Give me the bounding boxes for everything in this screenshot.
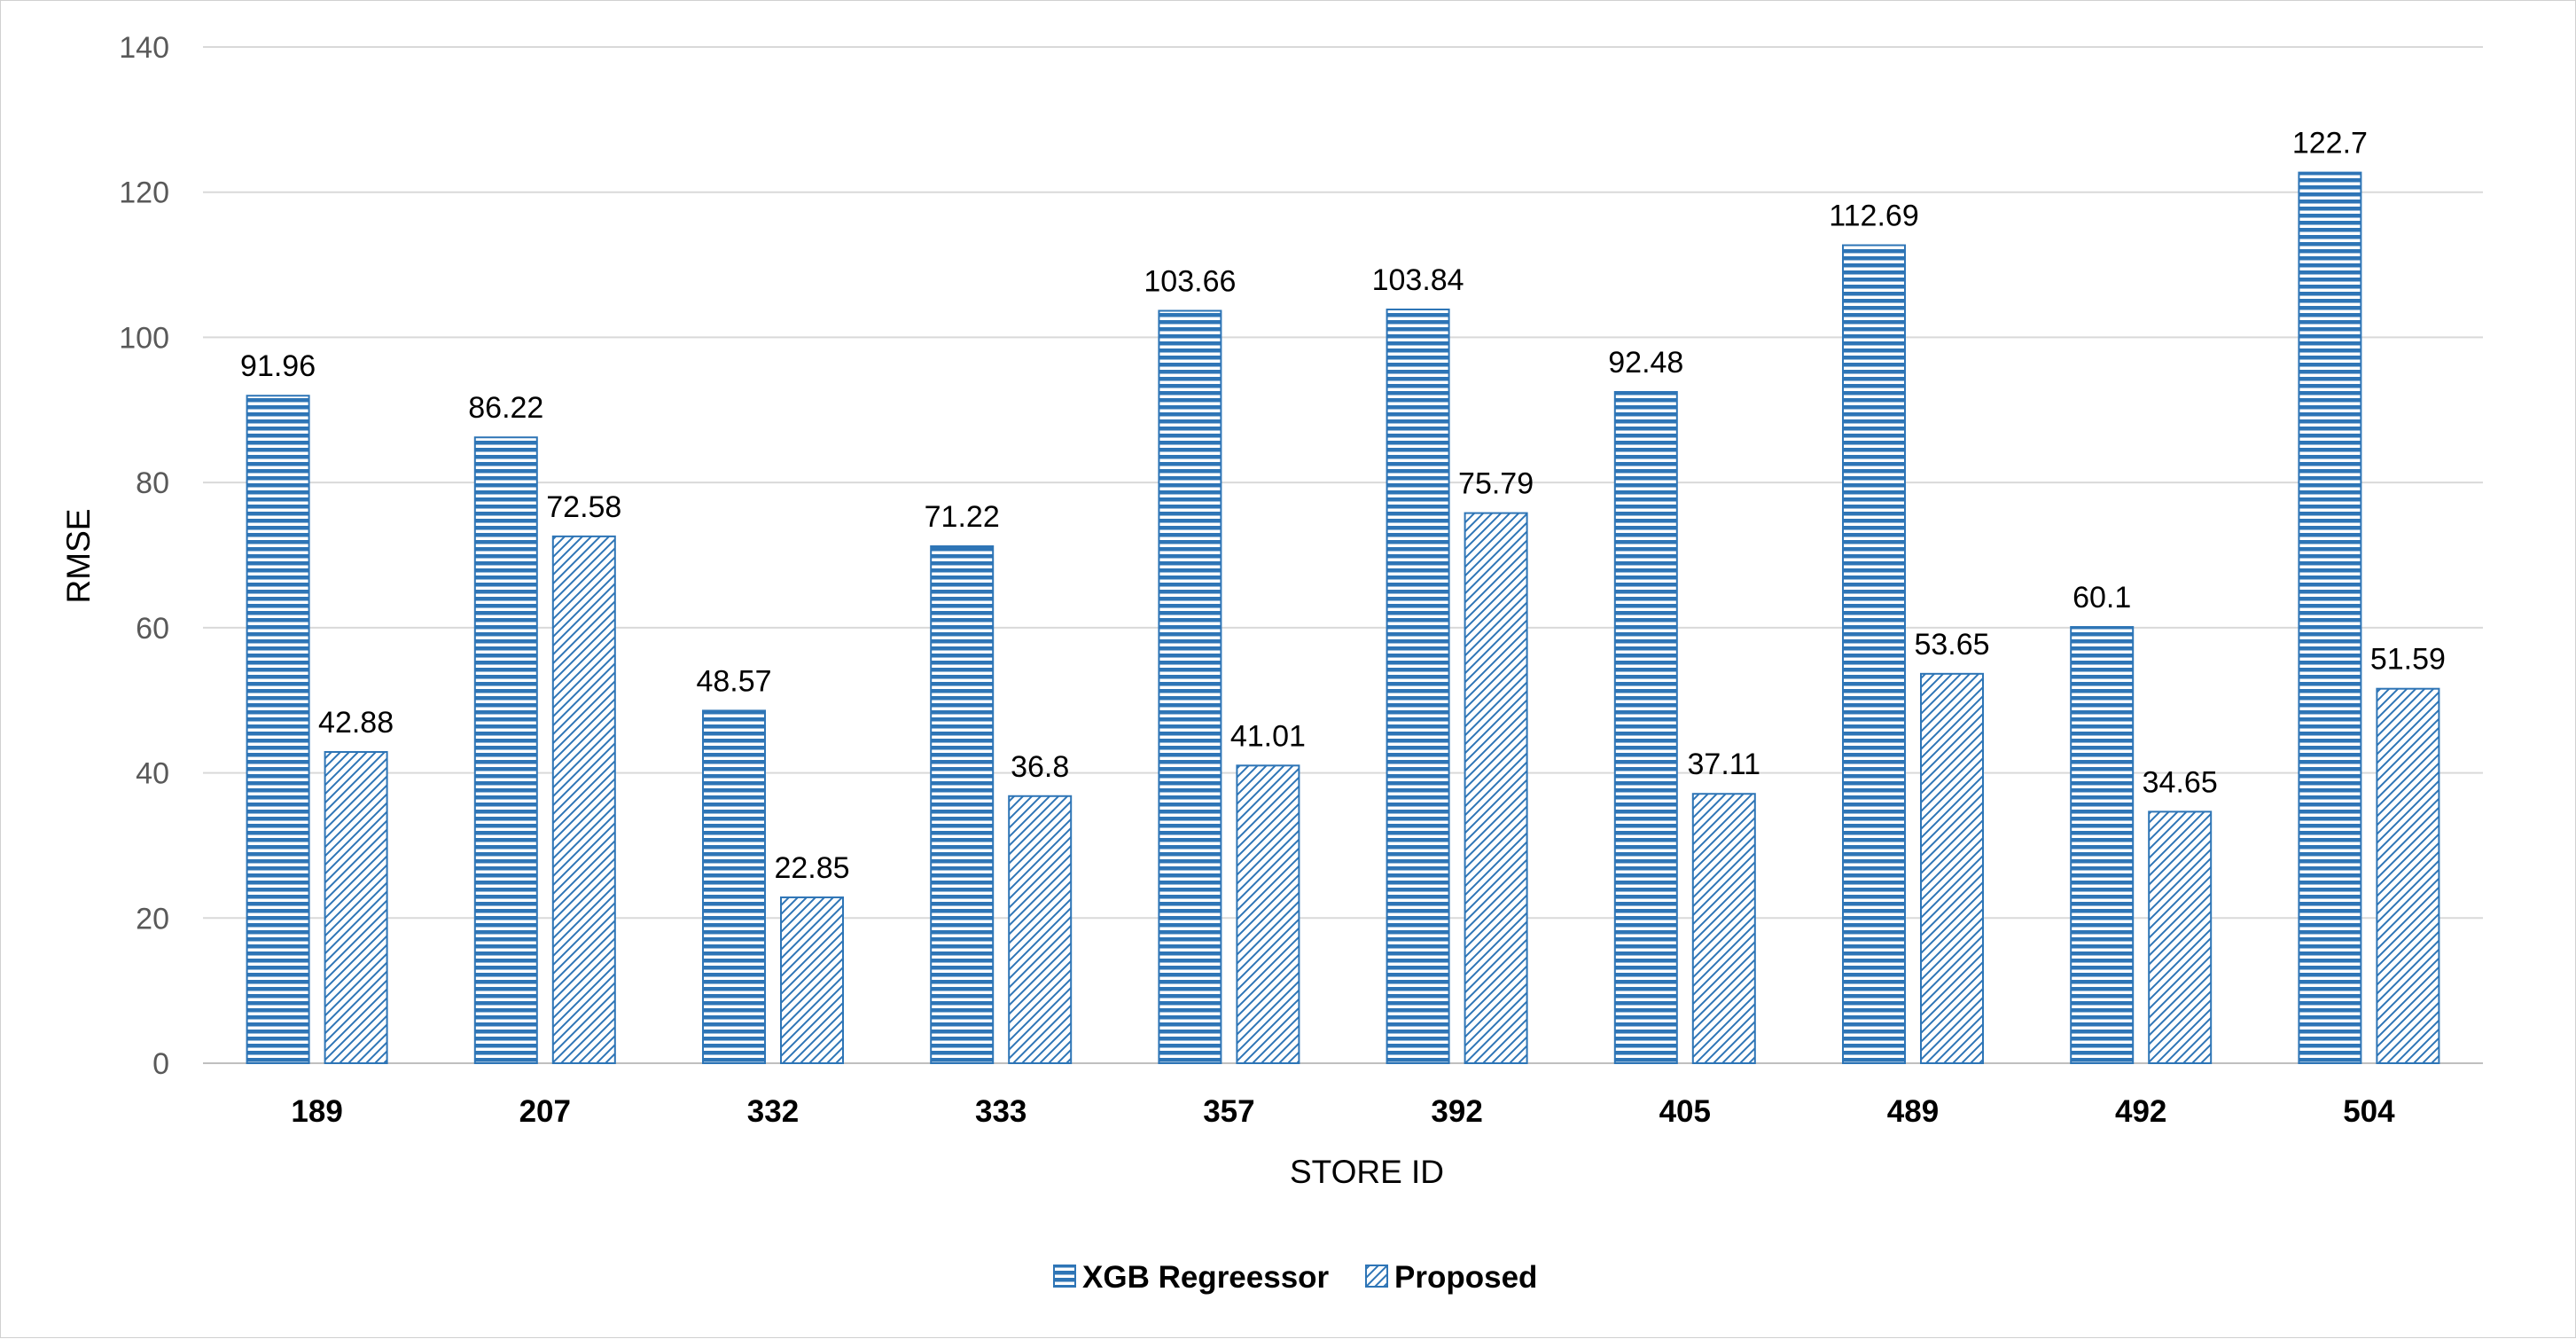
data-label: 103.84: [1372, 263, 1464, 297]
gridlines: [203, 46, 2483, 1064]
data-label: 86.22: [468, 391, 543, 425]
data-label: 22.85: [774, 851, 849, 885]
legend-label: XGB Regreessor: [1082, 1260, 1330, 1295]
data-label: 53.65: [1914, 628, 1989, 662]
y-tick-label: 100: [119, 321, 169, 355]
legend: XGB Regreessor Proposed: [1053, 1260, 1537, 1295]
data-label: 37.11: [1688, 748, 1761, 781]
x-category-label: 504: [2343, 1094, 2395, 1129]
data-label: 72.58: [546, 490, 621, 524]
legend-item-proposed: Proposed: [1365, 1260, 1537, 1295]
x-category-label: 489: [1887, 1094, 1939, 1129]
bar-proposed: [324, 750, 388, 1064]
bar-xgb: [1158, 309, 1222, 1064]
bar-proposed: [1920, 672, 1984, 1064]
bar-xgb: [2070, 626, 2135, 1064]
x-category-label: 207: [519, 1094, 571, 1129]
data-label: 34.65: [2143, 765, 2218, 799]
data-label: 92.48: [1608, 346, 1683, 380]
bar-xgb: [246, 395, 310, 1064]
bar-proposed: [780, 896, 844, 1064]
bar-proposed: [551, 535, 616, 1064]
y-tick-label: 60: [136, 612, 169, 646]
y-axis-ticks: 0 20 40 60 80 100 120 140: [119, 31, 169, 1081]
data-label: 42.88: [318, 706, 394, 740]
data-label: 48.57: [696, 664, 771, 698]
data-label: 60.1: [2073, 581, 2131, 615]
x-category-label: 333: [975, 1094, 1026, 1129]
y-tick-label: 20: [136, 902, 169, 936]
data-label: 51.59: [2370, 643, 2446, 677]
bar-proposed: [1464, 512, 1528, 1064]
data-labels: 91.96 42.88 86.22 72.58 48.57 22.85 71.22 36.8 1…: [240, 127, 2446, 885]
bar-proposed: [2376, 687, 2440, 1064]
x-category-label: 392: [1431, 1094, 1482, 1129]
legend-label: Proposed: [1394, 1260, 1537, 1295]
x-axis-title: STORE ID: [1290, 1154, 1444, 1190]
data-label: 103.66: [1144, 264, 1236, 298]
y-tick-label: 40: [136, 757, 169, 791]
x-category-label: 357: [1203, 1094, 1254, 1129]
bars: [246, 171, 2440, 1064]
data-label: 71.22: [925, 500, 1000, 534]
x-category-label: 189: [291, 1094, 342, 1129]
y-axis-title: RMSE: [60, 509, 97, 604]
bar-proposed: [1236, 764, 1300, 1064]
legend-swatch: [1365, 1265, 1388, 1288]
data-label: 75.79: [1458, 467, 1534, 501]
bar-xgb: [930, 545, 995, 1064]
data-label: 36.8: [1011, 750, 1069, 784]
bar-xgb: [1386, 308, 1450, 1064]
bar-xgb: [702, 709, 766, 1064]
bar-xgb: [1842, 244, 1906, 1064]
bar-xgb: [1613, 390, 1678, 1064]
x-category-label: 332: [747, 1094, 799, 1129]
bar-xgb: [473, 436, 538, 1064]
y-tick-label: 0: [152, 1047, 169, 1081]
data-label: 122.7: [2292, 127, 2368, 161]
data-label: 91.96: [240, 349, 316, 383]
bar-proposed: [2148, 810, 2213, 1064]
data-label: 112.69: [1829, 200, 1918, 233]
x-category-label: 492: [2115, 1094, 2166, 1129]
legend-swatch: [1053, 1265, 1076, 1288]
bar-xgb: [2298, 171, 2362, 1064]
legend-item-xgb: XGB Regreessor: [1053, 1260, 1330, 1295]
bar-proposed: [1008, 795, 1073, 1064]
x-axis-categories: 189 207 332 333 357 392 405 489 492 504: [291, 1094, 2395, 1129]
x-category-label: 405: [1659, 1094, 1711, 1129]
y-tick-label: 120: [119, 176, 169, 210]
y-tick-label: 80: [136, 466, 169, 500]
y-tick-label: 140: [119, 31, 169, 65]
data-label: 41.01: [1230, 719, 1306, 753]
bar-proposed: [1691, 793, 1756, 1064]
